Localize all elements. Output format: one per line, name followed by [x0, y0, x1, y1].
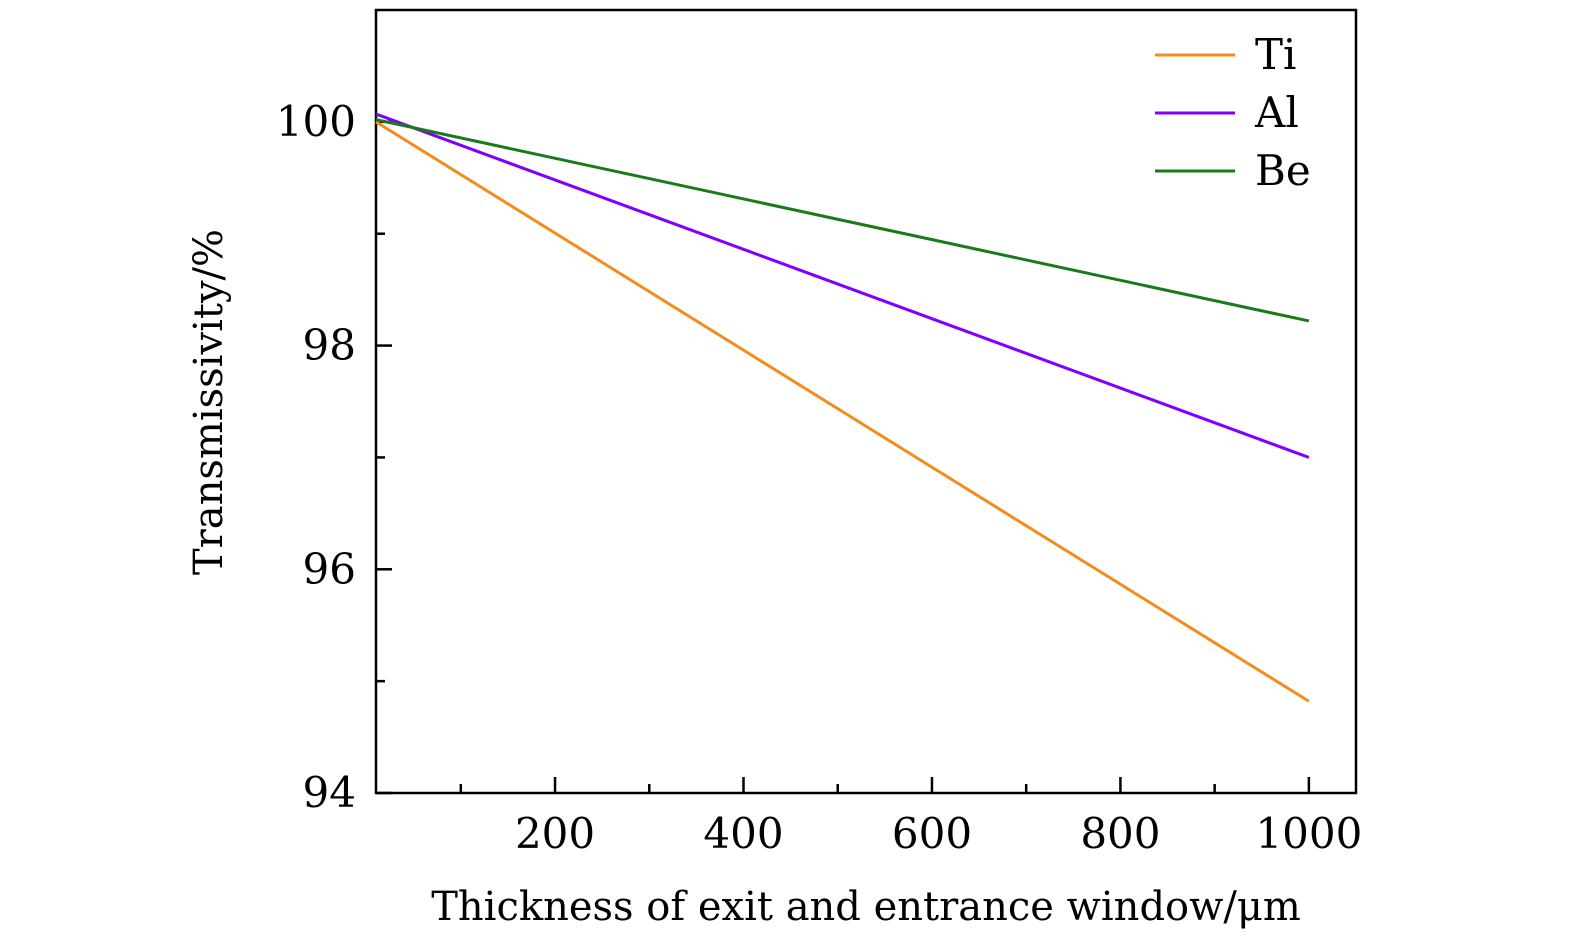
x-axis-title: Thickness of exit and entrance window/μm: [431, 884, 1301, 930]
legend-label-ti: Ti: [1255, 30, 1296, 79]
series-lines: [375, 112, 1310, 703]
y-tick-label: 100: [276, 97, 356, 146]
x-tick-label: 400: [703, 809, 783, 858]
y-tick-label: 94: [303, 768, 356, 817]
series-line-be: [375, 118, 1310, 323]
x-tick-label: 1000: [1255, 809, 1362, 858]
legend-label-be: Be: [1255, 146, 1311, 195]
x-tick-label: 200: [515, 809, 595, 858]
plot-frame: [374, 8, 1358, 795]
x-tick-label: 800: [1080, 809, 1160, 858]
series-line-ti: [375, 120, 1310, 703]
y-tick-label: 98: [303, 321, 356, 370]
legend: Ti Al Be: [1155, 30, 1311, 195]
y-axis-title: Transmissivity/%: [186, 229, 232, 575]
legend-label-al: Al: [1254, 88, 1299, 137]
axis-ticks: [376, 120, 1311, 795]
series-line-al: [375, 112, 1310, 459]
y-tick-label: 96: [303, 544, 356, 593]
x-tick-label: 600: [892, 809, 972, 858]
y-tick-labels: 94 96 98 100: [276, 97, 356, 817]
x-tick-labels: 200 400 600 800 1000: [515, 809, 1362, 858]
